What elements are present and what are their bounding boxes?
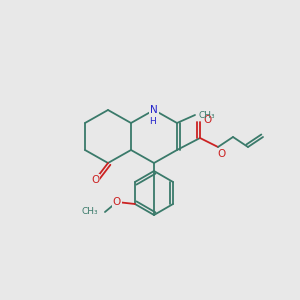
Text: CH₃: CH₃ [199,110,215,119]
Text: O: O [91,175,99,185]
Text: O: O [204,115,212,125]
Text: O: O [217,149,225,159]
Text: O: O [113,197,121,207]
Text: N: N [150,105,158,115]
Text: H: H [148,116,155,125]
Text: CH₃: CH₃ [81,208,98,217]
